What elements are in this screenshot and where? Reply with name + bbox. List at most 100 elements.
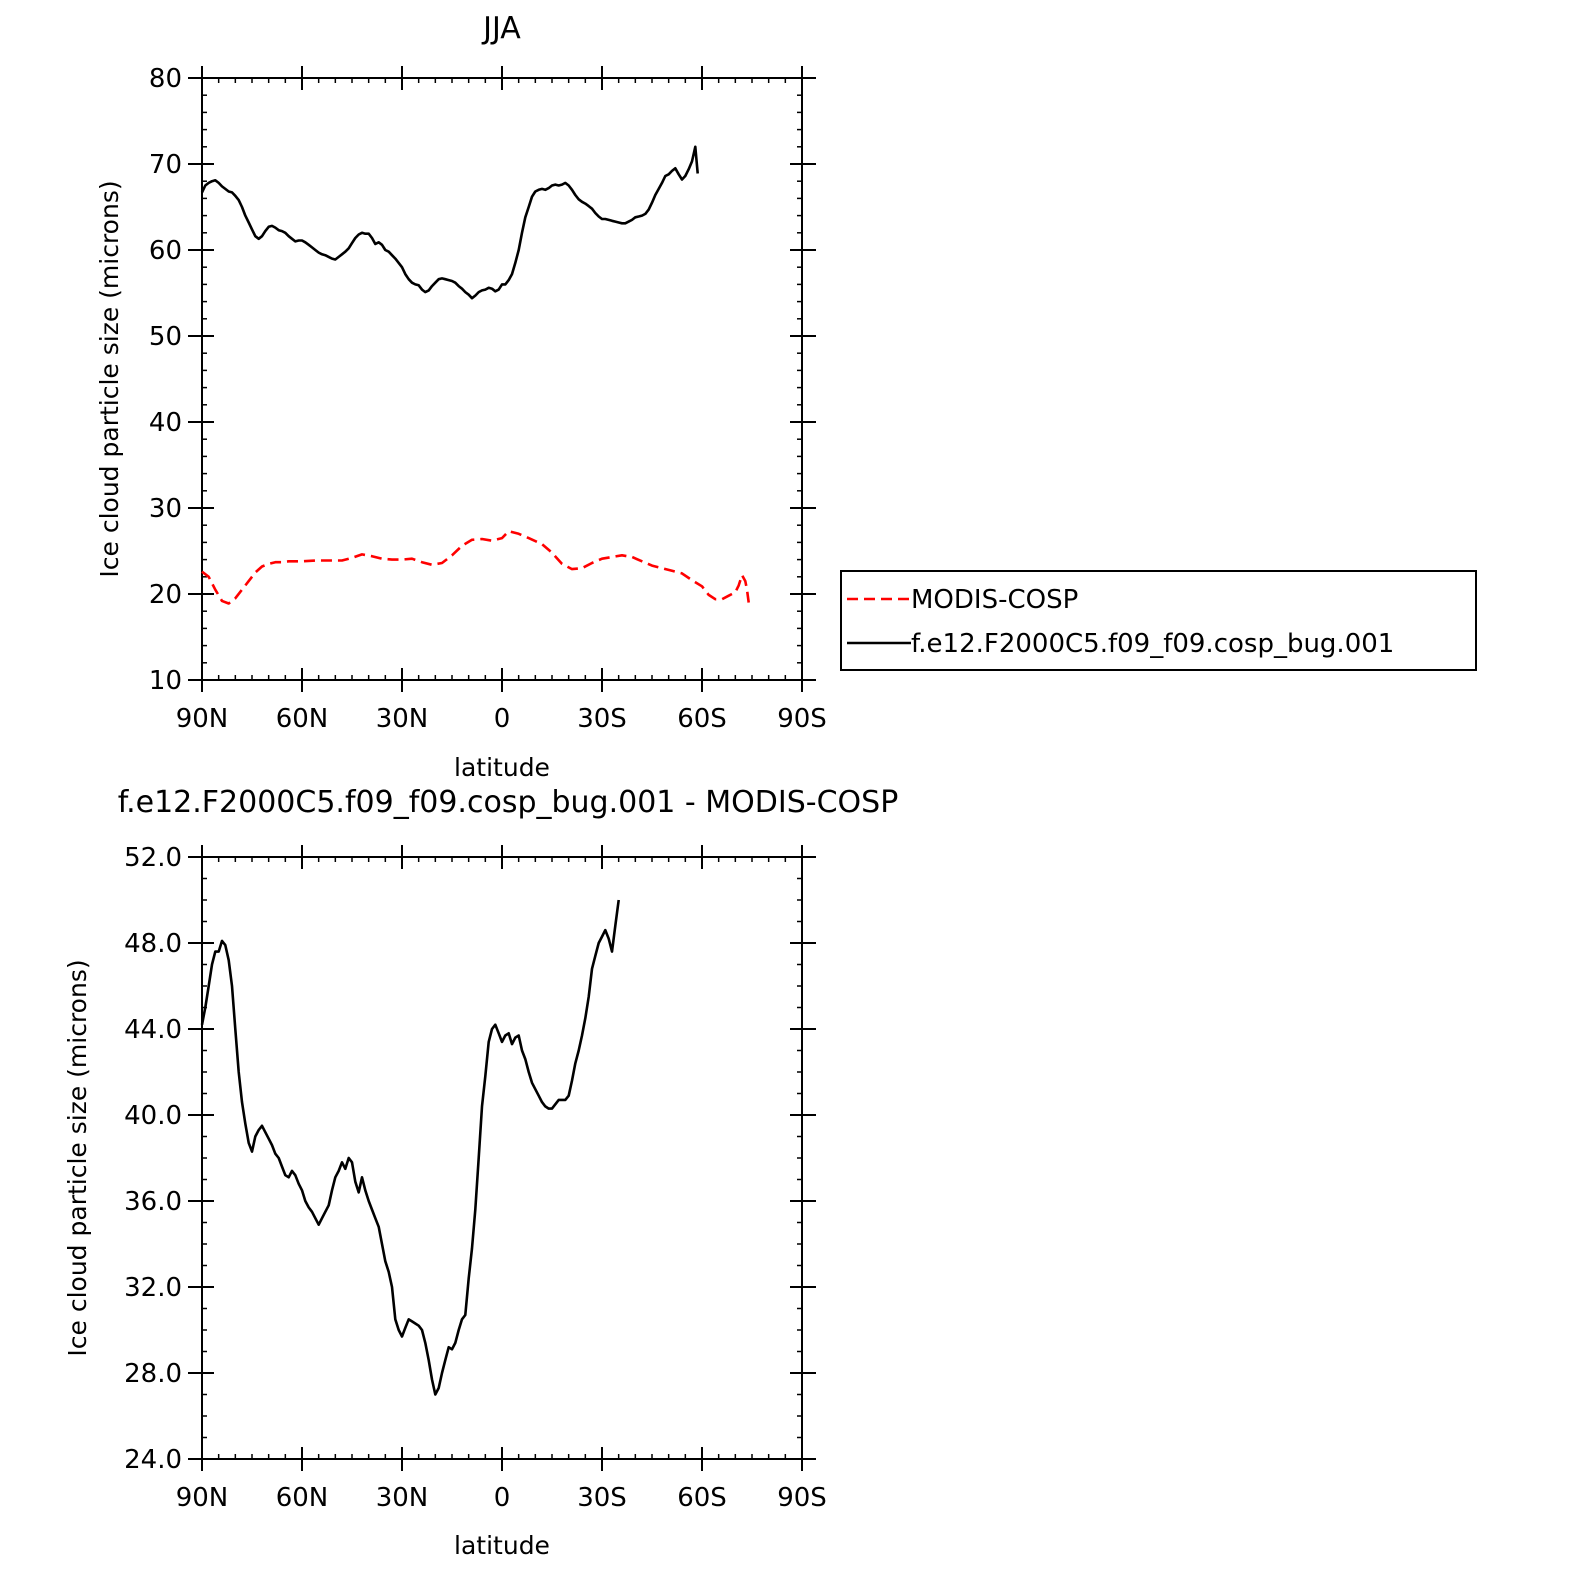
data-point	[324, 254, 326, 256]
data-point	[201, 1024, 203, 1026]
data-point	[344, 1168, 346, 1170]
x-tick-label: 60N	[276, 1483, 329, 1513]
data-point	[644, 213, 646, 215]
y-tick-label: 40.0	[124, 1101, 182, 1131]
data-point	[748, 602, 750, 604]
data-point	[401, 559, 403, 561]
data-point	[304, 1200, 306, 1202]
data-point	[291, 1170, 293, 1172]
data-point	[318, 252, 320, 254]
data-point	[721, 598, 723, 600]
data-point	[611, 556, 613, 558]
data-point	[671, 170, 673, 172]
data-point	[418, 284, 420, 286]
data-point	[634, 216, 636, 218]
data-point	[514, 262, 516, 264]
data-point	[371, 237, 373, 239]
data-point	[251, 1151, 253, 1153]
data-point	[564, 1099, 566, 1101]
data-point	[214, 589, 216, 591]
plot-frame	[201, 77, 803, 681]
data-point	[498, 1032, 500, 1034]
data-point	[351, 1161, 353, 1163]
data-point	[284, 232, 286, 234]
data-point	[618, 899, 620, 901]
data-point	[388, 251, 390, 253]
data-point	[491, 1028, 493, 1030]
data-point	[201, 571, 203, 573]
data-point	[578, 1050, 580, 1052]
data-point	[231, 985, 233, 987]
data-point	[391, 559, 393, 561]
data-point	[461, 545, 463, 547]
data-point	[414, 283, 416, 285]
data-point	[554, 1103, 556, 1105]
data-point	[728, 595, 730, 597]
data-point	[358, 1191, 360, 1193]
data-point	[341, 560, 343, 562]
plot-frame	[201, 856, 803, 1460]
data-point	[448, 1346, 450, 1348]
data-point	[368, 233, 370, 235]
data-point	[554, 184, 556, 186]
data-point	[331, 1189, 333, 1191]
data-point	[478, 1157, 480, 1159]
data-point	[338, 256, 340, 258]
data-point	[271, 1144, 273, 1146]
data-point	[488, 287, 490, 289]
data-point	[551, 1108, 553, 1110]
data-point	[321, 253, 323, 255]
data-point	[588, 205, 590, 207]
data-point	[388, 1271, 390, 1273]
x-tick-label: 0	[494, 704, 511, 734]
data-point	[211, 964, 213, 966]
data-point	[741, 574, 743, 576]
data-point	[214, 179, 216, 181]
y-tick-label: 32.0	[124, 1273, 182, 1303]
data-point	[501, 1041, 503, 1043]
data-point	[424, 291, 426, 293]
data-point	[601, 936, 603, 938]
data-point	[341, 1161, 343, 1163]
data-point	[251, 228, 253, 230]
data-point	[354, 237, 356, 239]
data-point	[697, 173, 699, 175]
data-point	[608, 219, 610, 221]
data-point	[561, 563, 563, 565]
data-point	[661, 182, 663, 184]
y-tick-label: 48.0	[124, 929, 182, 959]
data-point	[564, 182, 566, 184]
y-tick-label: 10	[149, 666, 182, 696]
data-point	[281, 561, 283, 563]
data-point	[598, 216, 600, 218]
data-point	[421, 289, 423, 291]
chart-title: JJA	[481, 11, 521, 46]
data-point	[274, 561, 276, 563]
data-point	[334, 1176, 336, 1178]
data-point	[664, 175, 666, 177]
data-point	[228, 603, 230, 605]
data-point	[571, 189, 573, 191]
data-point	[454, 1342, 456, 1344]
data-point	[594, 955, 596, 957]
data-point	[411, 282, 413, 284]
data-point	[524, 216, 526, 218]
x-axis-label: latitude	[454, 753, 550, 782]
data-point	[678, 173, 680, 175]
data-point	[208, 576, 210, 578]
data-point	[364, 1189, 366, 1191]
series-f-e12-f2000c5-f09-f09-cosp-bug-001	[200, 145, 699, 300]
data-point	[378, 1226, 380, 1228]
data-point	[311, 246, 313, 248]
data-point	[358, 234, 360, 236]
data-point	[408, 1318, 410, 1320]
data-point	[254, 1136, 256, 1138]
data-point	[541, 1101, 543, 1103]
data-point	[364, 233, 366, 235]
data-point	[288, 235, 290, 237]
data-point	[641, 215, 643, 217]
data-point	[314, 560, 316, 562]
data-point	[451, 554, 453, 556]
data-point	[328, 256, 330, 258]
